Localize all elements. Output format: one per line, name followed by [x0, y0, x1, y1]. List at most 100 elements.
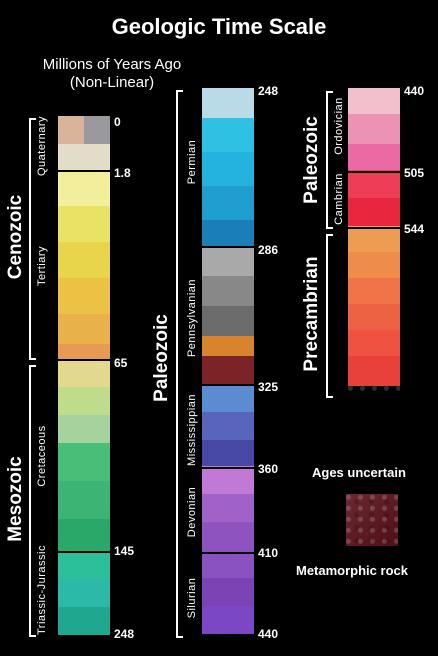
age-label-0: 0: [114, 115, 121, 129]
subtitle-line-1: Millions of Years Ago: [42, 56, 182, 73]
period-label-cretaceous: Cretaceous: [36, 425, 48, 487]
color-band-permian: [202, 152, 254, 186]
color-band-permian: [202, 220, 254, 246]
color-band-permian: [202, 118, 254, 152]
era-label-cenozoic: Cenozoic: [5, 194, 26, 280]
age-label-145: 145: [114, 544, 135, 558]
color-band-pennsylvanian: [202, 306, 254, 336]
color-band-pennsylvanian: [202, 276, 254, 306]
age-label-440: 440: [258, 627, 279, 641]
color-band-permian: [202, 186, 254, 220]
period-label-permian: Permian: [186, 139, 198, 185]
color-band-mississippian: [202, 384, 254, 412]
divider-145: [58, 551, 110, 553]
column-early-paleozoic-precambrian: [348, 88, 400, 396]
divider-410: [202, 552, 254, 554]
scale-subtitle: Millions of Years Ago (Non-Linear): [22, 56, 202, 92]
color-band-mississippian: [202, 412, 254, 440]
color-band-ordovician: [348, 114, 400, 144]
color-band-tertiary: [58, 314, 110, 344]
color-band-tertiary: [58, 170, 110, 206]
period-label-ordovician: Ordovician: [333, 97, 345, 155]
color-band-mississippian: [202, 440, 254, 466]
column-paleozoic: [202, 88, 254, 636]
period-label-triassic-jurassic: Triassic-Jurassic: [36, 545, 48, 635]
column-cenozoic-mesozoic: [58, 116, 110, 635]
color-band-triassic-jurassic: [58, 607, 110, 635]
divider-1-8: [58, 170, 110, 172]
color-band-pennsylvanian: [202, 356, 254, 384]
period-label-pennsylvanian: Pennsylvanian: [186, 278, 198, 358]
color-band-precambrian: [348, 252, 400, 278]
era-label-paleozoic-early: Paleozoic: [301, 116, 322, 204]
color-band-silurian: [202, 578, 254, 606]
age-label-1-8: 1.8: [114, 166, 131, 180]
color-band-precambrian: [348, 330, 400, 356]
age-label-360: 360: [258, 462, 279, 476]
divider-544: [348, 227, 400, 229]
color-band-pennsylvanian: [202, 246, 254, 276]
color-band-devonian: [202, 466, 254, 494]
period-label-devonian: Devonian: [186, 486, 198, 538]
age-label-325: 325: [258, 380, 279, 394]
divider-286: [202, 246, 254, 248]
subtitle-line-2: (Non-Linear): [69, 74, 155, 91]
color-band-cretaceous: [58, 443, 110, 481]
age-label-410: 410: [258, 546, 279, 560]
legend-ages-uncertain: Ages uncertain: [312, 465, 406, 480]
color-band-cretaceous: [58, 519, 110, 551]
color-band-cretaceous: [58, 415, 110, 443]
color-band-precambrian: [348, 304, 400, 330]
divider-505: [348, 171, 400, 173]
color-band-cambrian: [348, 198, 400, 226]
age-label-248: 248: [114, 627, 135, 641]
age-label-248-b: 248: [258, 84, 279, 98]
legend-metamorphic-rock: Metamorphic rock: [296, 563, 408, 578]
color-band-pennsylvanian: [202, 336, 254, 356]
color-band-precambrian: [348, 356, 400, 386]
color-band-tertiary: [58, 278, 110, 314]
color-band-ordovician: [348, 88, 400, 114]
era-label-precambrian: Precambrian: [301, 256, 322, 372]
era-bracket-paleozoic-early: [326, 91, 333, 229]
era-label-mesozoic: Mesozoic: [5, 456, 26, 542]
period-label-cambrian: Cambrian: [333, 173, 345, 225]
color-band-silurian: [202, 606, 254, 634]
color-band-devonian: [202, 522, 254, 550]
divider-360: [202, 467, 254, 469]
era-bracket-mesozoic: [29, 365, 36, 637]
divider-65: [58, 359, 110, 361]
age-label-440-b: 440: [404, 84, 425, 98]
era-bracket-paleozoic: [176, 90, 183, 638]
color-band-cretaceous: [58, 481, 110, 519]
color-band-tertiary: [58, 344, 110, 359]
color-band-tertiary: [58, 242, 110, 278]
color-band-tertiary: [58, 206, 110, 242]
age-label-65: 65: [114, 356, 128, 370]
metamorphic-rock-swatch: [346, 494, 398, 546]
color-band-quaternary: [58, 116, 84, 144]
color-band-silurian: [202, 550, 254, 578]
era-bracket-cenozoic: [29, 118, 36, 360]
divider-325: [202, 384, 254, 386]
color-band-permian: [202, 88, 254, 118]
era-bracket-precambrian: [326, 234, 333, 398]
period-label-mississippian: Mississippian: [186, 394, 198, 466]
color-band-cretaceous: [58, 387, 110, 415]
color-band-precambrian: [348, 278, 400, 304]
color-band-ordovician: [348, 144, 400, 170]
color-band-triassic-jurassic: [58, 551, 110, 579]
color-band-devonian: [202, 494, 254, 522]
color-band-precambrian: [348, 226, 400, 252]
color-band-quaternary: [84, 116, 110, 144]
period-label-silurian: Silurian: [186, 577, 198, 619]
age-label-505: 505: [404, 166, 425, 180]
period-label-quaternary: Quaternary: [36, 115, 48, 177]
period-label-tertiary: Tertiary: [36, 245, 48, 287]
age-label-286: 286: [258, 243, 279, 257]
color-band-cretaceous: [58, 359, 110, 387]
age-label-544: 544: [404, 222, 425, 236]
color-band-triassic-jurassic: [58, 579, 110, 607]
era-label-paleozoic: Paleozoic: [151, 314, 172, 402]
page-title: Geologic Time Scale: [111, 14, 327, 39]
